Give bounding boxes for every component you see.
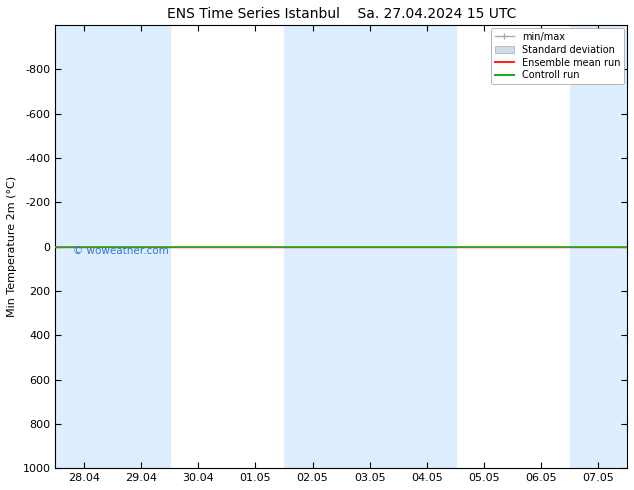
Bar	[55, 25, 112, 468]
Bar	[341, 25, 398, 468]
Bar	[398, 25, 456, 468]
Bar	[284, 25, 341, 468]
Bar	[570, 25, 627, 468]
Y-axis label: Min Temperature 2m (°C): Min Temperature 2m (°C)	[7, 176, 17, 317]
Text: © woweather.com: © woweather.com	[72, 245, 168, 256]
Bar	[112, 25, 170, 468]
Legend: min/max, Standard deviation, Ensemble mean run, Controll run: min/max, Standard deviation, Ensemble me…	[491, 28, 624, 84]
Title: ENS Time Series Istanbul    Sa. 27.04.2024 15 UTC: ENS Time Series Istanbul Sa. 27.04.2024 …	[167, 7, 516, 21]
